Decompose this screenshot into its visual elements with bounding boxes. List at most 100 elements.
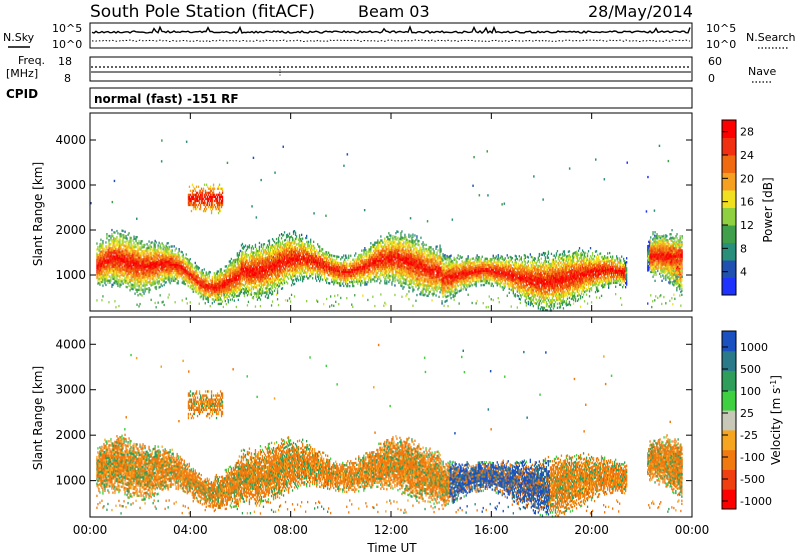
range-cell (185, 257, 187, 260)
range-cell (137, 242, 139, 245)
range-cell (143, 266, 145, 269)
range-cell (159, 251, 161, 254)
range-cell (392, 235, 394, 238)
range-cell (214, 298, 216, 301)
range-cell (165, 244, 167, 248)
range-cell (236, 258, 238, 261)
range-cell (370, 274, 372, 277)
range-cell (166, 260, 168, 263)
range-cell (100, 242, 102, 246)
range-cell (240, 280, 243, 284)
range-cell (125, 285, 127, 289)
range-cell (147, 273, 149, 276)
range-cell (343, 284, 345, 288)
range-cell (238, 282, 240, 285)
range-cell (190, 264, 192, 268)
range-cell (213, 274, 215, 277)
range-cell (177, 280, 179, 283)
range-cell (124, 277, 126, 280)
range-cell (116, 270, 118, 273)
range-cell (183, 268, 185, 271)
range-cell (237, 278, 239, 281)
range-cell (130, 238, 132, 242)
range-cell (172, 257, 174, 260)
range-cell (374, 243, 376, 246)
range-cell (167, 256, 169, 259)
range-cell (199, 287, 201, 291)
range-cell (132, 257, 134, 260)
range-cell (127, 254, 129, 257)
range-cell (97, 245, 99, 249)
range-cell (140, 264, 142, 267)
range-cell (225, 287, 227, 290)
range-cell (100, 238, 102, 241)
range-cell (387, 235, 389, 239)
range-cell (303, 277, 305, 281)
range-cell (152, 248, 154, 252)
range-cell (125, 267, 127, 270)
range-cell (194, 271, 196, 275)
range-cell (199, 296, 201, 299)
range-cell (106, 235, 108, 238)
freq-label-1: Freq. (18, 54, 45, 67)
range-cell (224, 289, 226, 293)
range-cell (323, 302, 325, 306)
range-cell (103, 264, 105, 267)
range-cell (166, 262, 168, 265)
range-cell (148, 246, 150, 249)
range-cell (161, 242, 163, 245)
range-cell (99, 257, 101, 260)
range-cell (216, 274, 218, 277)
range-cell (216, 278, 218, 281)
range-cell (228, 292, 230, 296)
range-cell (118, 268, 120, 272)
range-cell (200, 274, 202, 277)
range-cell (154, 243, 156, 247)
range-cell (144, 286, 146, 289)
range-cell (139, 302, 141, 306)
range-cell (235, 295, 237, 298)
range-cell (116, 252, 118, 255)
range-cell (137, 276, 139, 279)
range-cell (134, 268, 136, 271)
range-cell (189, 262, 191, 265)
range-cell (126, 245, 128, 248)
range-cell (111, 253, 113, 256)
range-cell (105, 271, 107, 275)
range-cell (167, 264, 169, 267)
range-cell (219, 280, 221, 283)
range-cell (378, 247, 380, 250)
range-cell (168, 280, 170, 283)
range-cell (250, 291, 253, 294)
range-cell (197, 266, 199, 269)
range-cell (236, 278, 238, 281)
range-cell (157, 262, 159, 265)
range-cell (194, 282, 196, 285)
range-cell (191, 279, 193, 283)
range-cell (134, 270, 136, 273)
range-cell (299, 278, 302, 281)
range-cell (219, 268, 221, 271)
range-cell (153, 272, 155, 276)
range-cell (125, 237, 127, 240)
range-cell (179, 266, 181, 269)
range-cell (385, 243, 387, 247)
range-cell (137, 264, 139, 267)
range-cell (335, 300, 337, 304)
range-cell (154, 264, 156, 267)
range-cell (170, 265, 172, 268)
range-cell (379, 281, 381, 285)
range-cell (136, 274, 138, 277)
range-cell (227, 274, 229, 278)
range-cell (308, 262, 310, 266)
range-cell (99, 245, 101, 248)
range-cell (134, 237, 136, 241)
range-cell (125, 281, 127, 284)
range-cell (116, 276, 118, 279)
range-cell (138, 262, 140, 265)
range-cell (232, 259, 234, 262)
range-cell (185, 263, 187, 266)
range-cell (209, 293, 211, 296)
range-cell (130, 269, 132, 272)
